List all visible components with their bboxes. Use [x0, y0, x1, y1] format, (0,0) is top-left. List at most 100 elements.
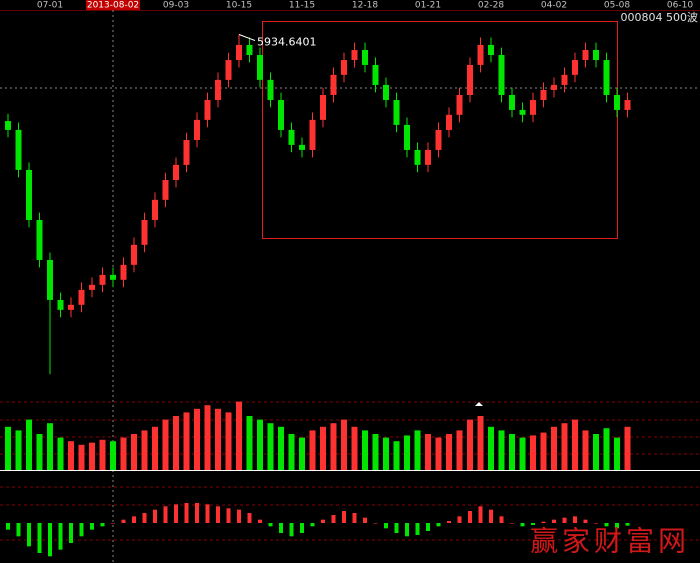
macd-bar	[226, 508, 231, 523]
macd-bar	[426, 523, 430, 531]
x-tick-label: 2013-08-02	[87, 1, 139, 11]
stock-code: 000804 500波	[621, 11, 698, 24]
candle-body	[540, 89, 547, 101]
volume-bar	[183, 412, 190, 470]
volume-bar	[446, 434, 452, 470]
volume-bar	[593, 434, 599, 470]
volume-bar	[131, 434, 137, 470]
volume-bar	[204, 405, 211, 470]
candle-body	[498, 55, 505, 95]
macd-bar	[16, 523, 21, 537]
volume-bar	[603, 428, 610, 470]
x-tick-label: 11-15	[289, 1, 315, 11]
volume-bar	[15, 430, 22, 470]
volume-bar	[425, 434, 431, 470]
candle-body	[309, 119, 316, 150]
candle-body	[194, 119, 200, 141]
volume-bar	[477, 416, 484, 470]
candle-body	[572, 60, 578, 75]
macd-bar	[604, 523, 609, 527]
volume-bar	[372, 434, 379, 470]
volume-bar	[278, 426, 284, 470]
volume-bar	[194, 408, 200, 470]
volume-bar	[488, 426, 494, 470]
watermark: 赢家财富网	[530, 525, 690, 558]
volume-bar	[435, 437, 442, 470]
x-tick-label: 04-02	[541, 1, 567, 11]
volume-bar	[47, 423, 53, 470]
candle-body	[278, 100, 284, 130]
macd-bar	[321, 519, 325, 523]
x-tick-label: 12-18	[352, 1, 378, 11]
volume-bar	[152, 426, 158, 470]
macd-bar	[58, 523, 63, 550]
volume-bar	[330, 423, 337, 470]
volume-bar	[362, 430, 368, 470]
candle-body	[57, 299, 64, 310]
x-tick-label: 01-21	[415, 1, 441, 11]
candle-body	[267, 79, 274, 101]
candle-body	[341, 60, 347, 75]
macd-bar	[37, 523, 42, 553]
candle-body	[68, 304, 74, 310]
volume-bar	[99, 439, 106, 470]
candle-body	[414, 149, 421, 165]
candle-body	[561, 74, 568, 85]
volume-bar	[320, 426, 326, 470]
volume-bar	[299, 437, 305, 470]
volume-bar	[246, 416, 253, 470]
candle-body	[152, 199, 158, 220]
volume-bar	[215, 408, 221, 470]
macd-bar	[153, 509, 157, 523]
macd-bar	[310, 523, 315, 527]
candle-body	[236, 44, 242, 61]
macd-bar	[457, 516, 462, 523]
macd-bar	[363, 517, 367, 523]
macd-bar	[279, 523, 283, 533]
macd-bar	[237, 509, 241, 523]
candle-body	[425, 149, 431, 165]
candle-body	[225, 60, 232, 80]
macd-bar	[541, 521, 546, 523]
volume-bar	[236, 401, 242, 470]
candle-body	[351, 49, 358, 61]
volume-bar	[582, 430, 589, 470]
candle-body	[183, 140, 190, 165]
candle-body	[99, 274, 106, 285]
x-tick-label: 05-08	[604, 1, 630, 11]
candle-body	[551, 84, 557, 90]
candle-body	[383, 84, 389, 101]
volume-bar	[162, 419, 169, 470]
candle-body	[288, 129, 295, 145]
macd-bar	[352, 513, 357, 523]
macd-bar	[342, 511, 346, 523]
candle-body	[215, 79, 221, 101]
macd-bar	[289, 523, 294, 537]
macd-bar	[205, 504, 210, 523]
volume-bar	[141, 430, 148, 470]
macd-bar	[615, 523, 619, 529]
macd-bar	[499, 516, 504, 523]
annotation-line	[238, 34, 256, 41]
macd-bar	[90, 523, 94, 530]
candle-body	[456, 94, 463, 115]
volume-bar	[257, 419, 263, 470]
macd-bar	[436, 523, 441, 527]
candle-body	[36, 219, 43, 260]
candle-body	[131, 244, 137, 265]
volume-bar	[467, 419, 473, 470]
candle-body	[593, 49, 599, 61]
candle-body	[257, 55, 263, 80]
candle-body	[141, 219, 148, 245]
volume-bar	[561, 423, 568, 470]
macd-bar	[69, 523, 73, 543]
candle-body	[372, 64, 379, 85]
macd-bar	[111, 523, 115, 524]
macd-bar	[6, 523, 10, 530]
date-highlight	[86, 0, 140, 10]
candle-body	[78, 289, 85, 305]
macd-bar	[27, 523, 31, 547]
volume-bar	[78, 444, 85, 470]
volume-bar	[498, 430, 505, 470]
macd-bar	[594, 523, 598, 524]
